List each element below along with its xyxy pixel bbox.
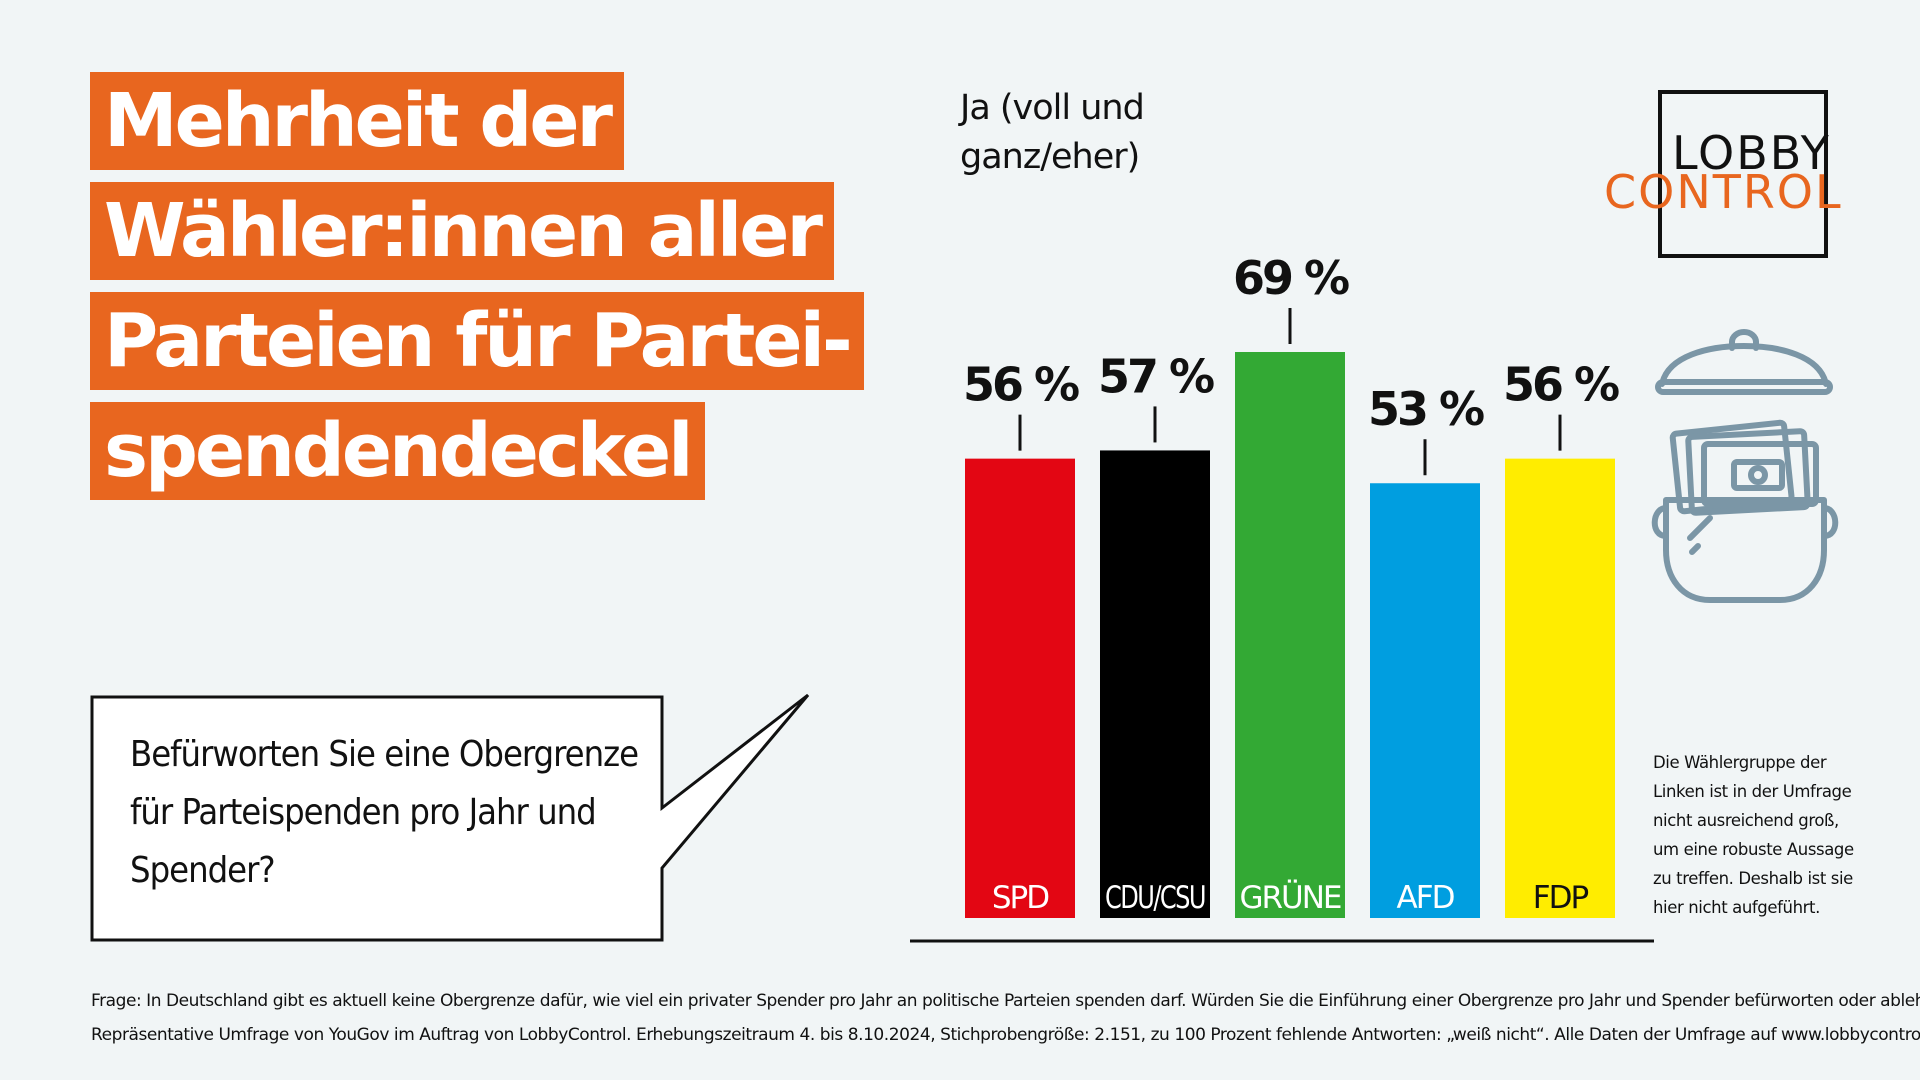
bar-gr-ne: [1235, 352, 1345, 918]
logo-text-control: CONTROL: [1604, 165, 1843, 219]
value-label: 56 %: [1503, 358, 1619, 412]
logo-text-lobby: LOBBY: [1672, 126, 1831, 180]
headline-line: Parteien für Partei-: [90, 292, 864, 390]
logo-frame: [1658, 90, 1828, 258]
headline-line: Mehrheit der: [90, 72, 625, 170]
value-label: 56 %: [963, 358, 1079, 412]
bar-afd: [1370, 483, 1480, 918]
y-axis-label: Ja (voll und ganz/eher): [960, 88, 1145, 177]
bar-spd: [965, 458, 1075, 918]
money-pot-icon: [1651, 329, 1839, 603]
category-label: SPD: [992, 880, 1049, 916]
category-label: GRÜNE: [1239, 879, 1340, 916]
note-text: Die Wählergruppe der Linken ist in der U…: [1653, 753, 1854, 917]
category-label: AFD: [1397, 880, 1455, 916]
category-label: CDU/CSU: [1105, 880, 1205, 916]
value-label: 53 %: [1368, 382, 1484, 436]
bar-cdu-csu: [1100, 450, 1210, 918]
footer-question: Frage: In Deutschland gibt es aktuell ke…: [91, 991, 1920, 1011]
footer-source: Repräsentative Umfrage von YouGov im Auf…: [91, 1025, 1920, 1045]
category-label: FDP: [1533, 880, 1589, 916]
value-label: 57 %: [1098, 349, 1214, 403]
value-label: 69 %: [1233, 251, 1349, 305]
footer: Frage: In Deutschland gibt es aktuell ke…: [91, 984, 1920, 1052]
headline-line: spendendeckel: [90, 402, 705, 500]
headline-line: Wähler:innen aller: [90, 182, 834, 280]
headline: Mehrheit der Wähler:innen aller Parteien…: [90, 72, 864, 512]
bar-fdp: [1505, 458, 1615, 918]
question-text: Befürworten Sie eine Obergrenze für Part…: [130, 734, 639, 891]
